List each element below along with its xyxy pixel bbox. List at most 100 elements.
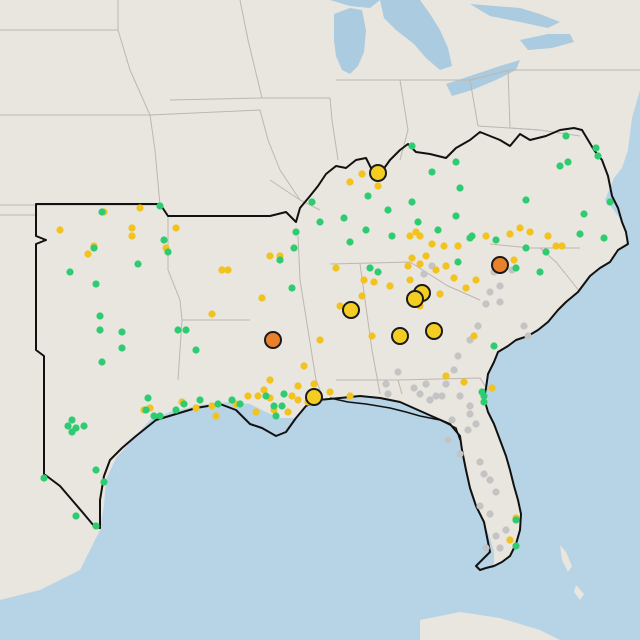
yellow-point[interactable] — [360, 276, 368, 284]
yellow-point[interactable] — [552, 242, 560, 250]
gray-point[interactable] — [486, 510, 494, 518]
green-point[interactable] — [180, 400, 188, 408]
yellow-point[interactable] — [288, 392, 296, 400]
yellow-point[interactable] — [218, 266, 226, 274]
gray-point[interactable] — [422, 380, 430, 388]
green-point[interactable] — [542, 248, 550, 256]
yellow-point[interactable] — [212, 412, 220, 420]
green-point[interactable] — [478, 388, 486, 396]
yellow-point[interactable] — [404, 262, 412, 270]
green-point[interactable] — [96, 326, 104, 334]
gray-point[interactable] — [492, 488, 500, 496]
green-point[interactable] — [164, 248, 172, 256]
yellow-point[interactable] — [128, 232, 136, 240]
green-point[interactable] — [480, 398, 488, 406]
gray-point[interactable] — [502, 526, 510, 534]
green-point[interactable] — [118, 344, 126, 352]
green-point[interactable] — [156, 202, 164, 210]
green-point[interactable] — [594, 152, 602, 160]
yellow-point[interactable] — [440, 242, 448, 250]
green-point[interactable] — [452, 212, 460, 220]
green-point[interactable] — [308, 198, 316, 206]
gray-point[interactable] — [472, 420, 480, 428]
gray-point[interactable] — [432, 392, 440, 400]
green-point[interactable] — [98, 358, 106, 366]
green-point[interactable] — [92, 522, 100, 530]
green-point[interactable] — [562, 132, 570, 140]
orange-marker[interactable] — [491, 256, 509, 274]
yellow-point[interactable] — [208, 310, 216, 318]
green-point[interactable] — [388, 232, 396, 240]
green-point[interactable] — [316, 218, 324, 226]
gray-point[interactable] — [416, 390, 424, 398]
yellow-point[interactable] — [252, 408, 260, 416]
yellow-point[interactable] — [462, 284, 470, 292]
green-point[interactable] — [490, 342, 498, 350]
yellow-point[interactable] — [488, 384, 496, 392]
yellow-point[interactable] — [136, 204, 144, 212]
green-point[interactable] — [150, 412, 158, 420]
gray-point[interactable] — [466, 410, 474, 418]
green-point[interactable] — [556, 162, 564, 170]
yellow-point[interactable] — [192, 404, 200, 412]
green-point[interactable] — [580, 210, 588, 218]
gray-point[interactable] — [382, 380, 390, 388]
green-point[interactable] — [174, 326, 182, 334]
yellow-point[interactable] — [368, 332, 376, 340]
yellow-point[interactable] — [506, 230, 514, 238]
green-point[interactable] — [346, 238, 354, 246]
yellow-point[interactable] — [558, 242, 566, 250]
green-point[interactable] — [592, 144, 600, 152]
green-point[interactable] — [272, 412, 280, 420]
green-point[interactable] — [90, 244, 98, 252]
yellow-point[interactable] — [442, 262, 450, 270]
yellow-point[interactable] — [56, 226, 64, 234]
yellow-point[interactable] — [482, 232, 490, 240]
green-point[interactable] — [134, 260, 142, 268]
green-point[interactable] — [428, 168, 436, 176]
green-point[interactable] — [64, 422, 72, 430]
yellow-point[interactable] — [294, 382, 302, 390]
yellow-point[interactable] — [506, 536, 514, 544]
yellow-point[interactable] — [358, 292, 366, 300]
green-point[interactable] — [262, 392, 270, 400]
green-point[interactable] — [434, 226, 442, 234]
green-point[interactable] — [228, 396, 236, 404]
green-point[interactable] — [492, 236, 500, 244]
green-point[interactable] — [66, 268, 74, 276]
green-point[interactable] — [364, 192, 372, 200]
green-point[interactable] — [366, 264, 374, 272]
yellow-point[interactable] — [460, 378, 468, 386]
green-point[interactable] — [290, 244, 298, 252]
green-point[interactable] — [118, 328, 126, 336]
gray-point[interactable] — [524, 332, 532, 340]
green-point[interactable] — [98, 208, 106, 216]
yellow-point[interactable] — [260, 386, 268, 394]
yellow-point[interactable] — [336, 302, 344, 310]
gray-point[interactable] — [456, 392, 464, 400]
yellow-point[interactable] — [406, 232, 414, 240]
green-point[interactable] — [606, 198, 614, 206]
green-point[interactable] — [456, 184, 464, 192]
gray-point[interactable] — [442, 380, 450, 388]
gray-point[interactable] — [476, 502, 484, 510]
yellow-point[interactable] — [432, 266, 440, 274]
green-point[interactable] — [362, 226, 370, 234]
green-point[interactable] — [144, 394, 152, 402]
yellow-point[interactable] — [266, 252, 274, 260]
gray-point[interactable] — [450, 366, 458, 374]
green-point[interactable] — [522, 196, 530, 204]
gray-point[interactable] — [454, 352, 462, 360]
yellow-point[interactable] — [510, 256, 518, 264]
green-point[interactable] — [236, 400, 244, 408]
green-point[interactable] — [214, 400, 222, 408]
yellow-point[interactable] — [258, 294, 266, 302]
green-point[interactable] — [192, 346, 200, 354]
yellow-marker[interactable] — [391, 327, 409, 345]
orange-marker[interactable] — [264, 331, 282, 349]
yellow-point[interactable] — [472, 276, 480, 284]
yellow-point[interactable] — [172, 224, 180, 232]
yellow-marker[interactable] — [406, 290, 424, 308]
yellow-point[interactable] — [284, 408, 292, 416]
yellow-point[interactable] — [450, 274, 458, 282]
